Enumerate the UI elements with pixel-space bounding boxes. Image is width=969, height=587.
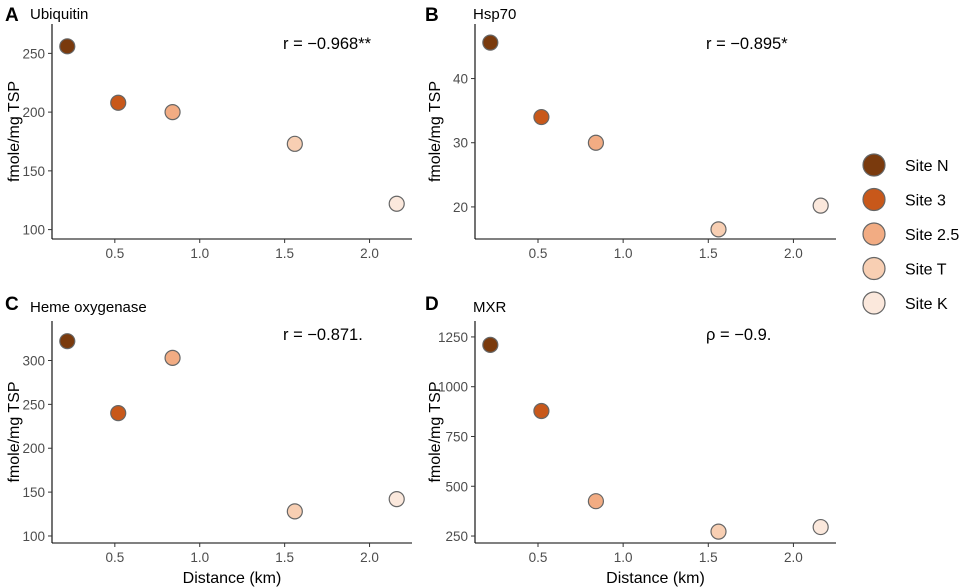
legend: Site N Site 3 Site 2.5 Site T Site K [862, 153, 959, 315]
data-point-a-site-t [286, 135, 303, 152]
panel-c: C Heme oxygenase r = −0.871. 0.5 1.0 1.5 2.0 10… [5, 294, 412, 587]
x-tick-label-d: 2.0 [784, 550, 803, 565]
panel-d: D MXR ρ = −0.9. 0.5 1.0 1.5 2.0 250 500 750 1000 12… [425, 294, 836, 587]
legend-label-site-2-5: Site 2.5 [905, 227, 959, 244]
y-tick-label-b: 20 [453, 200, 468, 215]
x-tick-label-c: 2.0 [360, 550, 379, 565]
x-tick-label-c: 1.5 [275, 550, 294, 565]
data-point-c-site-2-5 [164, 349, 181, 366]
legend-label-site-t: Site T [905, 262, 947, 279]
data-point-c-site-n [59, 333, 76, 350]
y-tick-label-c: 300 [22, 353, 45, 368]
x-tick-label-d: 1.5 [699, 550, 718, 565]
x-tick-label-b: 1.5 [699, 246, 718, 261]
x-tick-label-b: 2.0 [784, 246, 803, 261]
data-point-b-site-t [710, 221, 727, 238]
data-point-c-site-k [388, 491, 405, 508]
legend-label-site-k: Site K [905, 296, 948, 313]
y-tick-label-c: 100 [22, 529, 45, 544]
data-point-d-site-3 [533, 402, 550, 420]
x-tick-label-a: 1.0 [190, 246, 209, 261]
y-tick-label-d: 500 [445, 479, 468, 494]
y-tick-label-b: 30 [453, 136, 468, 151]
legend-label-site-n: Site N [905, 158, 949, 175]
legend-swatch-site-n [862, 153, 886, 177]
data-point-a-site-n [59, 38, 76, 55]
x-tick-label-d: 0.5 [529, 550, 548, 565]
y-axis-label-d: fmole/mg TSP [427, 381, 444, 482]
x-tick-label-c: 1.0 [190, 550, 209, 565]
panel-letter-c: C [5, 294, 19, 315]
panel-title-c: Heme oxygenase [30, 299, 147, 316]
y-tick-label-a: 100 [22, 223, 45, 238]
legend-swatch-site-3 [862, 187, 886, 212]
correlation-annotation-d: ρ = −0.9. [706, 326, 771, 344]
y-tick-label-a: 150 [22, 164, 45, 179]
panel-letter-a: A [5, 5, 19, 26]
y-tick-label-a: 250 [22, 46, 45, 61]
x-tick-label-a: 1.5 [275, 246, 294, 261]
panel-b: B Hsp70 r = −0.895* 0.5 1.0 1.5 2.0 20 30 40 fmole… [425, 5, 836, 261]
correlation-annotation-b: r = −0.895* [706, 35, 788, 53]
x-tick-label-b: 1.0 [614, 246, 633, 261]
legend-swatch-site-2-5 [862, 222, 886, 246]
legend-swatch-site-t [862, 256, 886, 281]
y-tick-label-d: 250 [445, 529, 468, 544]
data-point-a-site-3 [110, 94, 127, 111]
panel-letter-d: D [425, 294, 439, 315]
y-tick-label-b: 40 [453, 72, 468, 87]
data-point-b-site-2-5 [587, 134, 605, 151]
legend-swatch-site-k [862, 291, 886, 315]
data-point-c-site-t [286, 503, 303, 520]
x-tick-label-a: 2.0 [360, 246, 379, 261]
y-tick-label-a: 200 [22, 105, 45, 120]
correlation-annotation-c: r = −0.871. [283, 326, 363, 344]
panel-title-a: Ubiquitin [30, 6, 88, 23]
x-tick-label-a: 0.5 [105, 246, 124, 261]
x-axis-label-c: Distance (km) [183, 570, 282, 587]
correlation-annotation-a: r = −0.968** [283, 35, 372, 53]
y-tick-label-d: 750 [445, 429, 468, 444]
data-point-a-site-2-5 [164, 104, 181, 121]
x-tick-label-b: 0.5 [529, 246, 548, 261]
y-axis-label-b: fmole/mg TSP [427, 81, 444, 182]
y-tick-label-c: 250 [22, 397, 45, 412]
data-point-d-site-2-5 [587, 493, 605, 510]
y-tick-label-d: 1250 [438, 330, 468, 345]
x-axis-label-d: Distance (km) [606, 570, 705, 587]
data-point-a-site-k [388, 195, 405, 212]
y-axis-label-c: fmole/mg TSP [6, 381, 23, 482]
data-point-d-site-n [482, 336, 499, 353]
panel-title-b: Hsp70 [473, 6, 516, 23]
data-point-c-site-3 [110, 405, 127, 422]
data-point-b-site-n [482, 34, 499, 51]
legend-label-site-3: Site 3 [905, 193, 946, 210]
x-tick-label-d: 1.0 [614, 550, 633, 565]
y-tick-label-c: 150 [22, 485, 45, 500]
panel-a: A Ubiquitin r = −0.968** 0.5 1.0 1.5 2.0 100 150… [5, 5, 412, 261]
data-point-b-site-k [812, 197, 829, 214]
panel-title-d: MXR [473, 299, 507, 316]
data-point-b-site-3 [533, 108, 550, 126]
x-tick-label-c: 0.5 [105, 550, 124, 565]
data-point-d-site-t [710, 523, 727, 540]
data-point-d-site-k [812, 518, 829, 536]
panel-letter-b: B [425, 5, 439, 26]
y-axis-label-a: fmole/mg TSP [6, 81, 23, 182]
y-tick-label-d: 1000 [438, 380, 468, 395]
y-tick-label-c: 200 [22, 441, 45, 456]
